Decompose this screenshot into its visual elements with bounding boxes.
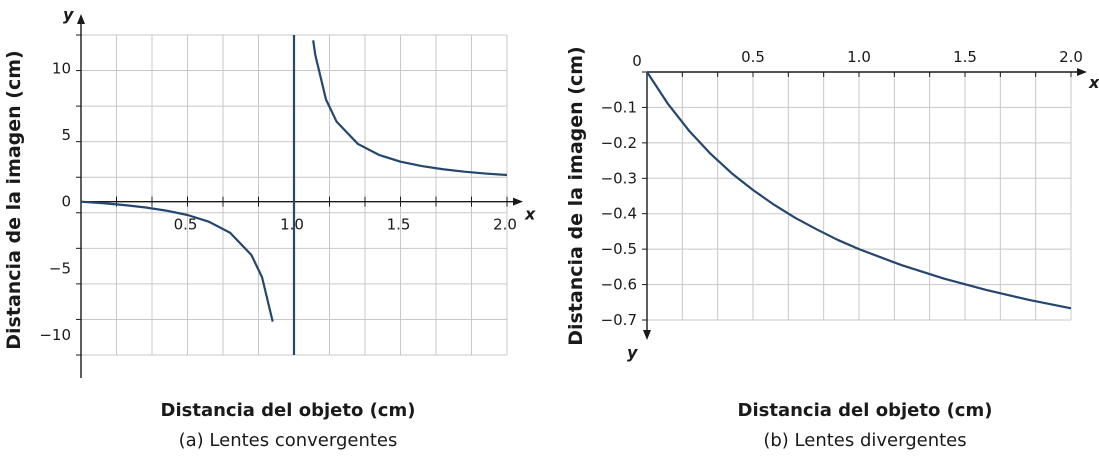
panel-b-diverging: x y 0 0.5 1.0 1.5 2.0 −0.1 −0.2 −0.3 −0.4 −0.5 −0.6 −… <box>565 46 1099 451</box>
y-tick-label: −0.1 <box>601 98 637 116</box>
x-tick-label: 2.0 <box>493 216 517 234</box>
y-tick-label: 10 <box>52 59 71 77</box>
panel-caption: (b) Lentes divergentes <box>763 430 966 451</box>
y-variable-label: y <box>63 5 74 24</box>
y-tick-label: −5 <box>49 259 71 277</box>
x-tick-label: 0.5 <box>174 216 198 234</box>
x-tick-label: 2.0 <box>1059 48 1083 66</box>
x-tick-label: 1.5 <box>953 48 977 66</box>
x-tick-label: 0.5 <box>741 48 765 66</box>
panel-caption: (a) Lentes convergentes <box>179 430 398 451</box>
y-tick-label: 0 <box>61 193 71 211</box>
x-variable-label: x <box>524 205 536 224</box>
y-variable-label: y <box>627 343 638 362</box>
y-tick-label: −0.3 <box>601 169 637 187</box>
x-tick-label: 1.0 <box>847 48 871 66</box>
y-tick-label: 5 <box>61 126 71 144</box>
y-tick-label: −0.2 <box>601 134 637 152</box>
x-tick-label: 0 <box>632 52 642 70</box>
x-variable-label: x <box>1088 73 1099 92</box>
x-axis-title: Distancia del objeto (cm) <box>738 400 993 421</box>
series-line <box>646 71 1072 310</box>
y-axis-title: Distancia de la imagen (cm) <box>565 46 587 345</box>
y-axis-title: Distancia de la imagen (cm) <box>3 50 25 349</box>
y-axis-arrow-icon <box>643 330 651 340</box>
y-tick-label: −0.7 <box>601 311 637 329</box>
y-tick-label: −0.6 <box>601 276 637 294</box>
y-tick-label: −0.4 <box>601 205 637 223</box>
x-axis-arrow-icon <box>513 197 523 206</box>
y-tick-label: −0.5 <box>601 240 637 258</box>
x-axis-arrow-icon <box>1077 68 1087 76</box>
y-tick-label: −10 <box>39 326 71 344</box>
panel-a-converging: x y 0.5 1.0 1.5 2.0 10 5 0 −5 −10 Distancia de la i… <box>3 5 536 451</box>
x-tick-label: 1.5 <box>387 216 411 234</box>
y-axis-arrow-icon <box>77 14 85 24</box>
series-line <box>312 40 508 177</box>
series-line <box>80 200 274 322</box>
x-tick-label: 1.0 <box>280 216 304 234</box>
x-axis-title: Distancia del objeto (cm) <box>161 400 416 421</box>
